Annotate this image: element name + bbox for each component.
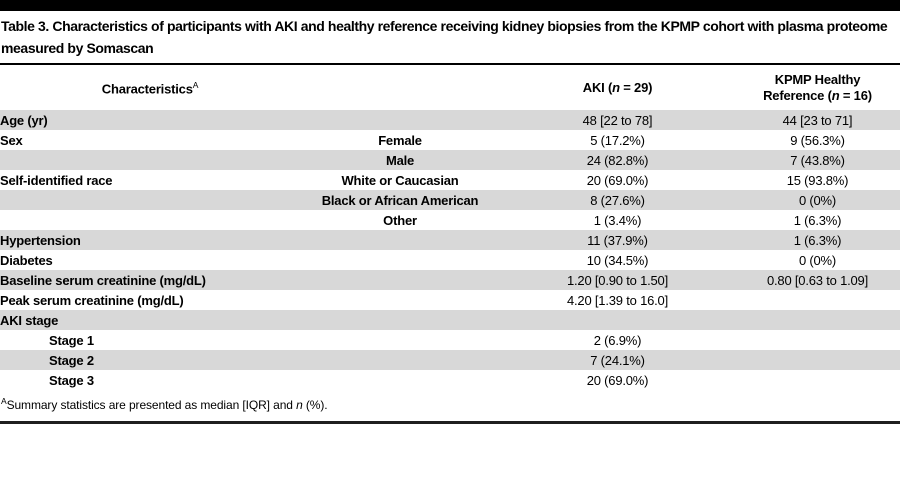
- table-row: Stage 2 7 (24.1%): [0, 350, 900, 370]
- header-row: CharacteristicsA AKI (n = 29) KPMP Healt…: [0, 64, 900, 110]
- table-row: Stage 3 20 (69.0%): [0, 370, 900, 390]
- row-reference-value-cell: 1 (6.3%): [793, 212, 842, 228]
- row-subcategory-cell: [300, 330, 500, 350]
- row-subcategory-cell: [300, 350, 500, 370]
- row-subcategory-cell: [300, 270, 500, 290]
- table-row: Age (yr) 48 [22 to 78] 44 [23 to 71]: [0, 110, 900, 130]
- row-aki-value-cell: 20 (69.0%): [586, 172, 649, 188]
- row-label-cell: [0, 150, 300, 170]
- table-row: Sex Female 5 (17.2%) 9 (56.3%): [0, 130, 900, 150]
- row-subcategory-cell: Black or African American: [321, 192, 479, 208]
- row-reference-value-cell: 9 (56.3%): [790, 132, 845, 148]
- row-subcategory-cell: [300, 250, 500, 270]
- table-body: Age (yr) 48 [22 to 78] 44 [23 to 71] Sex Fem…: [0, 110, 900, 390]
- row-reference-value-cell: [735, 330, 900, 350]
- row-reference-value-cell: 44 [23 to 71]: [782, 112, 853, 128]
- row-label-cell: [0, 210, 300, 230]
- bottom-divider-bar: [0, 421, 900, 424]
- column-header-subcategory: [300, 64, 500, 110]
- row-subcategory-cell: Male: [385, 152, 415, 168]
- row-label-cell: Age (yr): [0, 112, 48, 128]
- row-aki-value-cell: 7 (24.1%): [590, 352, 645, 368]
- row-label-cell: Hypertension: [0, 232, 81, 248]
- row-label-cell: Peak serum creatinine (mg/dL): [0, 292, 184, 308]
- row-reference-value-cell: 0 (0%): [798, 192, 837, 208]
- row-aki-value-cell: 1.20 [0.90 to 1.50]: [566, 272, 668, 288]
- row-reference-value-cell: 15 (93.8%): [786, 172, 849, 188]
- row-reference-value-cell: [735, 290, 900, 310]
- row-subcategory-cell: [300, 230, 500, 250]
- row-reference-value-cell: [735, 370, 900, 390]
- table-row: Black or African American 8 (27.6%) 0 (0%): [0, 190, 900, 210]
- row-label-cell: [0, 190, 300, 210]
- row-reference-value-cell: 0.80 [0.63 to 1.09]: [766, 272, 868, 288]
- row-reference-value-cell: [735, 310, 900, 330]
- row-subcategory-cell: Other: [383, 212, 417, 228]
- row-subcategory-cell: [300, 310, 500, 330]
- column-header-aki: AKI (n = 29): [582, 79, 653, 95]
- row-label-cell: Stage 3: [49, 372, 94, 388]
- row-aki-value-cell: 4.20 [1.39 to 16.0]: [566, 292, 668, 308]
- row-aki-value-cell: 2 (6.9%): [593, 332, 642, 348]
- row-label-cell: Baseline serum creatinine (mg/dL): [0, 272, 206, 288]
- row-label-cell: Sex: [0, 132, 23, 148]
- row-label-cell: Diabetes: [0, 252, 53, 268]
- row-label-cell: Stage 2: [49, 352, 94, 368]
- row-aki-value-cell: 10 (34.5%): [586, 252, 649, 268]
- row-label-cell: Self-identified race: [0, 172, 113, 188]
- row-reference-value-cell: 0 (0%): [798, 252, 837, 268]
- row-aki-value-cell: 11 (37.9%): [587, 232, 648, 248]
- table-row: Hypertension 11 (37.9%) 1 (6.3%): [0, 230, 900, 250]
- row-reference-value-cell: [735, 350, 900, 370]
- row-subcategory-cell: [300, 290, 500, 310]
- table-title: Table 3. Characteristics of participants…: [1, 18, 888, 56]
- row-subcategory-cell: [300, 370, 500, 390]
- row-aki-value-cell: 5 (17.2%): [590, 132, 645, 148]
- table-row: Peak serum creatinine (mg/dL) 4.20 [1.39 …: [0, 290, 900, 310]
- row-subcategory-cell: White or Caucasian: [341, 172, 459, 188]
- characteristics-table: CharacteristicsA AKI (n = 29) KPMP Healt…: [0, 63, 900, 390]
- column-header-characteristics: CharacteristicsA: [101, 80, 199, 97]
- table-footnote: ASummary statistics are presented as med…: [1, 396, 328, 412]
- table-row: AKI stage: [0, 310, 900, 330]
- row-aki-value-cell: 1 (3.4%): [593, 212, 642, 228]
- table-row: Self-identified race White or Caucasian 20…: [0, 170, 900, 190]
- top-divider-bar: [0, 0, 900, 11]
- row-aki-value-cell: [500, 310, 735, 330]
- table-row: Stage 1 2 (6.9%): [0, 330, 900, 350]
- table-row: Other 1 (3.4%) 1 (6.3%): [0, 210, 900, 230]
- table-row: Baseline serum creatinine (mg/dL) 1.20 [0…: [0, 270, 900, 290]
- table-row: Male 24 (82.8%) 7 (43.8%): [0, 150, 900, 170]
- row-aki-value-cell: 8 (27.6%): [590, 192, 645, 208]
- row-subcategory-cell: Female: [378, 132, 422, 148]
- row-reference-value-cell: 1 (6.3%): [793, 232, 842, 248]
- row-reference-value-cell: 7 (43.8%): [790, 152, 845, 168]
- row-label-cell: AKI stage: [0, 312, 59, 328]
- row-aki-value-cell: 20 (69.0%): [586, 372, 649, 388]
- row-label-cell: Stage 1: [49, 332, 94, 348]
- table-row: Diabetes 10 (34.5%) 0 (0%): [0, 250, 900, 270]
- row-aki-value-cell: 24 (82.8%): [586, 152, 649, 168]
- table-header: CharacteristicsA AKI (n = 29) KPMP Healt…: [0, 64, 900, 110]
- row-subcategory-cell: [300, 110, 500, 130]
- row-aki-value-cell: 48 [22 to 78]: [582, 112, 653, 128]
- column-header-kpmp-healthy-reference: KPMP Healthy Reference (n = 16): [763, 71, 872, 103]
